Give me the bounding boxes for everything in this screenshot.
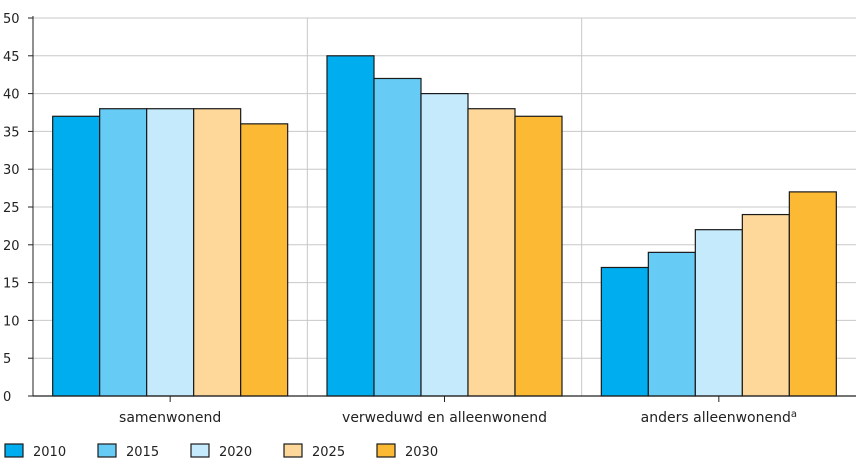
y-tick-label-50: 50 [3,12,20,27]
y-tick-label-5: 5 [3,352,11,367]
x-tick-label-0: samenwonend [119,410,221,426]
bar-2025-0 [193,108,242,397]
x-tick-label-superscript-2: a [791,409,797,420]
bar-2020-2 [694,229,743,397]
bar-2030-0 [240,123,289,397]
legend-label-2010: 2010 [33,445,66,460]
y-tick-label-30: 30 [3,163,20,178]
bar-2030-2 [788,191,837,397]
x-tick-label-1: verweduwd en alleenwonend [342,410,547,426]
legend-label-2025: 2025 [312,445,345,460]
y-tick-label-15: 15 [3,277,20,292]
legend-label-2030: 2030 [405,445,438,460]
y-tick-label-10: 10 [3,314,20,329]
legend-label-2020: 2020 [219,445,252,460]
y-tick-label-0: 0 [3,390,11,405]
bar-2015-1 [373,77,422,397]
y-tick-label-45: 45 [3,50,20,65]
legend-swatch-2015 [97,443,117,458]
y-tick-label-35: 35 [3,125,20,140]
x-axis: samenwonend verweduwd en alleenwonend ande… [33,395,856,426]
bar-2030-1 [514,115,563,397]
bar-2025-1 [467,108,516,397]
bar-2015-2 [647,251,696,397]
legend-swatch-2025 [283,443,303,458]
legend-swatch-2030 [376,443,396,458]
y-tick-label-40: 40 [3,88,20,103]
bar-2020-0 [146,108,195,397]
bar-2010-0 [52,115,101,397]
legend-swatch-2020 [190,443,210,458]
bars [52,55,837,397]
y-tick-label-20: 20 [3,239,20,254]
legend-swatch-2010 [4,443,24,458]
legend: 2010 2015 2020 2025 2030 [4,443,438,460]
bar-2020-1 [420,92,469,397]
x-tick-label-2: anders alleenwonenda [641,409,797,426]
bar-2010-1 [326,55,375,397]
bar-2015-0 [99,108,148,397]
bar-2010-2 [600,266,649,397]
legend-label-2015: 2015 [126,445,159,460]
bar-2025-2 [741,213,790,397]
y-tick-label-25: 25 [3,201,20,216]
y-axis: 0 5 10 15 20 25 30 35 40 45 50 [3,12,34,405]
